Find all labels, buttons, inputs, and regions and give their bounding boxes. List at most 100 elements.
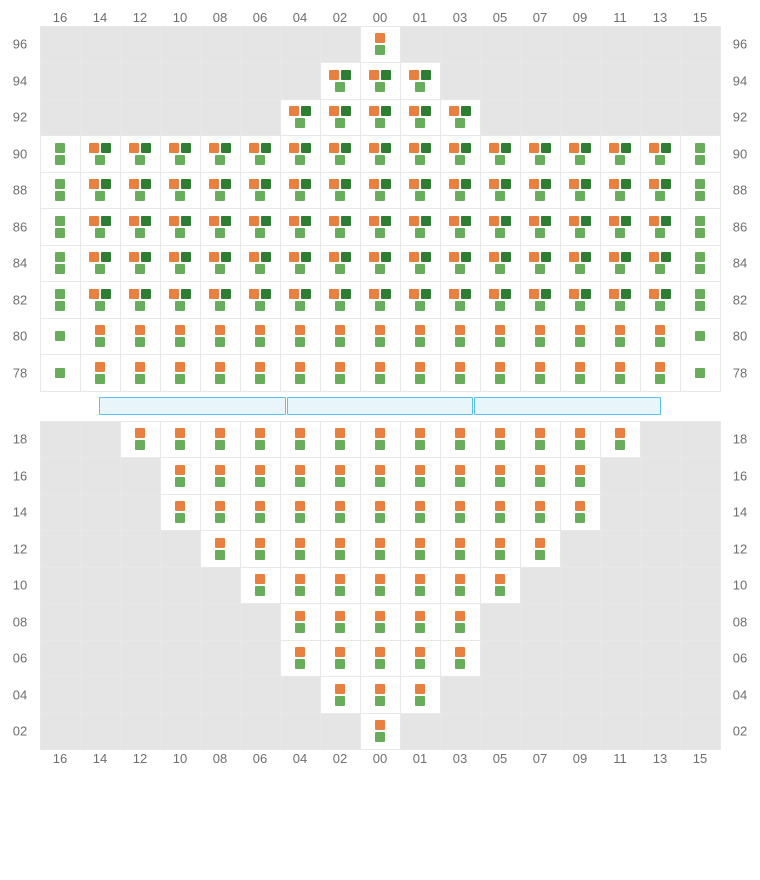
rack-cell[interactable] bbox=[400, 421, 441, 459]
rack-cell[interactable] bbox=[200, 530, 241, 568]
rack-cell[interactable] bbox=[440, 494, 481, 532]
rack-cell[interactable] bbox=[400, 530, 441, 568]
rack-cell[interactable] bbox=[240, 457, 281, 495]
rack-cell[interactable] bbox=[320, 172, 361, 210]
rack-cell[interactable] bbox=[320, 567, 361, 605]
rack-cell[interactable] bbox=[200, 172, 241, 210]
rack-cell[interactable] bbox=[280, 494, 321, 532]
rack-cell[interactable] bbox=[360, 318, 401, 356]
rack-cell[interactable] bbox=[440, 530, 481, 568]
rack-cell[interactable] bbox=[640, 281, 681, 319]
rack-cell[interactable] bbox=[320, 457, 361, 495]
rack-cell[interactable] bbox=[400, 62, 441, 100]
rack-cell[interactable] bbox=[440, 318, 481, 356]
rack-cell[interactable] bbox=[600, 172, 641, 210]
rack-cell[interactable] bbox=[600, 281, 641, 319]
rack-cell[interactable] bbox=[320, 530, 361, 568]
rack-cell[interactable] bbox=[160, 494, 201, 532]
rack-cell[interactable] bbox=[600, 135, 641, 173]
rack-cell[interactable] bbox=[280, 281, 321, 319]
rack-cell[interactable] bbox=[360, 26, 401, 64]
rack-cell[interactable] bbox=[160, 245, 201, 283]
rack-cell[interactable] bbox=[160, 354, 201, 392]
rack-cell[interactable] bbox=[200, 457, 241, 495]
rack-cell[interactable] bbox=[40, 318, 81, 356]
rack-cell[interactable] bbox=[480, 245, 521, 283]
rack-cell[interactable] bbox=[320, 318, 361, 356]
rack-cell[interactable] bbox=[480, 318, 521, 356]
rack-cell[interactable] bbox=[520, 318, 561, 356]
rack-cell[interactable] bbox=[400, 676, 441, 714]
rack-cell[interactable] bbox=[480, 172, 521, 210]
rack-cell[interactable] bbox=[600, 208, 641, 246]
rack-cell[interactable] bbox=[560, 457, 601, 495]
rack-cell[interactable] bbox=[480, 457, 521, 495]
rack-cell[interactable] bbox=[360, 172, 401, 210]
rack-cell[interactable] bbox=[360, 354, 401, 392]
rack-cell[interactable] bbox=[120, 245, 161, 283]
rack-cell[interactable] bbox=[80, 281, 121, 319]
rack-cell[interactable] bbox=[360, 603, 401, 641]
rack-cell[interactable] bbox=[160, 318, 201, 356]
rack-cell[interactable] bbox=[600, 354, 641, 392]
rack-cell[interactable] bbox=[40, 208, 81, 246]
rack-cell[interactable] bbox=[80, 172, 121, 210]
rack-cell[interactable] bbox=[440, 281, 481, 319]
rack-cell[interactable] bbox=[80, 354, 121, 392]
rack-cell[interactable] bbox=[440, 172, 481, 210]
rack-cell[interactable] bbox=[360, 245, 401, 283]
rack-cell[interactable] bbox=[240, 208, 281, 246]
rack-cell[interactable] bbox=[400, 281, 441, 319]
rack-cell[interactable] bbox=[400, 457, 441, 495]
rack-cell[interactable] bbox=[560, 354, 601, 392]
rack-cell[interactable] bbox=[520, 245, 561, 283]
rack-cell[interactable] bbox=[320, 135, 361, 173]
rack-cell[interactable] bbox=[200, 245, 241, 283]
rack-cell[interactable] bbox=[160, 457, 201, 495]
rack-cell[interactable] bbox=[400, 640, 441, 678]
rack-cell[interactable] bbox=[400, 208, 441, 246]
rack-cell[interactable] bbox=[640, 354, 681, 392]
rack-cell[interactable] bbox=[200, 494, 241, 532]
rack-cell[interactable] bbox=[440, 99, 481, 137]
rack-cell[interactable] bbox=[360, 135, 401, 173]
rack-cell[interactable] bbox=[360, 208, 401, 246]
rack-cell[interactable] bbox=[360, 281, 401, 319]
rack-cell[interactable] bbox=[640, 172, 681, 210]
rack-cell[interactable] bbox=[680, 172, 721, 210]
rack-cell[interactable] bbox=[320, 245, 361, 283]
rack-cell[interactable] bbox=[160, 135, 201, 173]
rack-cell[interactable] bbox=[520, 530, 561, 568]
rack-cell[interactable] bbox=[560, 281, 601, 319]
rack-cell[interactable] bbox=[360, 567, 401, 605]
rack-cell[interactable] bbox=[440, 354, 481, 392]
rack-cell[interactable] bbox=[280, 318, 321, 356]
rack-cell[interactable] bbox=[200, 318, 241, 356]
rack-cell[interactable] bbox=[360, 494, 401, 532]
rack-cell[interactable] bbox=[480, 281, 521, 319]
rack-cell[interactable] bbox=[480, 567, 521, 605]
rack-cell[interactable] bbox=[640, 135, 681, 173]
rack-cell[interactable] bbox=[240, 494, 281, 532]
rack-cell[interactable] bbox=[240, 318, 281, 356]
rack-cell[interactable] bbox=[400, 603, 441, 641]
rack-cell[interactable] bbox=[520, 281, 561, 319]
rack-cell[interactable] bbox=[320, 99, 361, 137]
rack-cell[interactable] bbox=[560, 172, 601, 210]
rack-cell[interactable] bbox=[320, 421, 361, 459]
rack-cell[interactable] bbox=[240, 421, 281, 459]
rack-cell[interactable] bbox=[280, 172, 321, 210]
rack-cell[interactable] bbox=[360, 62, 401, 100]
rack-cell[interactable] bbox=[120, 172, 161, 210]
rack-cell[interactable] bbox=[360, 457, 401, 495]
rack-cell[interactable] bbox=[320, 603, 361, 641]
rack-cell[interactable] bbox=[480, 421, 521, 459]
rack-cell[interactable] bbox=[240, 567, 281, 605]
rack-cell[interactable] bbox=[680, 208, 721, 246]
rack-cell[interactable] bbox=[680, 318, 721, 356]
rack-cell[interactable] bbox=[120, 281, 161, 319]
rack-cell[interactable] bbox=[520, 208, 561, 246]
rack-cell[interactable] bbox=[80, 318, 121, 356]
rack-cell[interactable] bbox=[120, 421, 161, 459]
rack-cell[interactable] bbox=[400, 245, 441, 283]
